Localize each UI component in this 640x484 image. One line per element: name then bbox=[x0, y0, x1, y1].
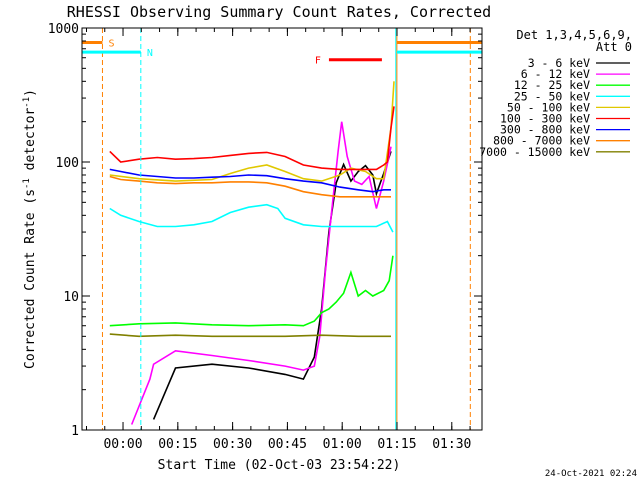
series-line-3 bbox=[109, 203, 394, 233]
series-line-1 bbox=[130, 121, 392, 425]
legend-label-5: 100 - 300 keV bbox=[500, 112, 590, 126]
series-line-4 bbox=[109, 81, 395, 182]
y-axis-label-end: ) bbox=[23, 89, 38, 97]
series-line-2 bbox=[109, 255, 394, 327]
chart-title: RHESSI Observing Summary Count Rates, Co… bbox=[67, 3, 491, 21]
legend-header-attenuator: Att 0 bbox=[596, 40, 632, 54]
legend-label-1: 6 - 12 keV bbox=[521, 67, 590, 81]
x-tick-label-1: 00:15 bbox=[158, 437, 197, 452]
series-line-6 bbox=[109, 168, 391, 193]
flag-label-s: S bbox=[108, 38, 114, 49]
y-axis-label-sup1: -1 bbox=[22, 178, 32, 189]
x-tick-label-4: 01:00 bbox=[323, 437, 362, 452]
y-tick-label-2: 100 bbox=[56, 156, 79, 171]
series-layer bbox=[109, 81, 395, 425]
legend-label-6: 300 - 800 keV bbox=[500, 123, 590, 137]
annotation-layer: S N F bbox=[82, 28, 482, 430]
x-axis-label: Start Time (02-Oct-03 23:54:22) bbox=[158, 458, 401, 473]
plot-frame bbox=[81, 27, 483, 431]
x-tick-label-0: 00:00 bbox=[103, 437, 142, 452]
x-axis-ticks: 00:00 00:15 00:30 00:45 01:00 01:15 01:30 bbox=[85, 28, 471, 452]
legend-label-8: 7000 - 15000 keV bbox=[479, 145, 590, 159]
series-line-8 bbox=[109, 333, 391, 338]
legend-label-7: 800 - 7000 keV bbox=[493, 134, 590, 148]
y-tick-label-0: 1 bbox=[71, 424, 79, 439]
legend-header-detectors: Det 1,3,4,5,6,9, bbox=[516, 28, 632, 42]
footer-timestamp: 24-Oct-2021 02:24 bbox=[545, 469, 637, 479]
y-axis-label-mid: detector bbox=[23, 108, 38, 179]
legend-label-3: 25 - 50 keV bbox=[514, 89, 590, 103]
flag-label-f: F bbox=[315, 56, 321, 67]
y-axis-ticks: 1 10 100 1000 bbox=[48, 22, 482, 439]
x-tick-label-6: 01:30 bbox=[432, 437, 471, 452]
series-line-7 bbox=[109, 175, 391, 198]
y-axis-label-main: Corrected Count Rate (s bbox=[23, 189, 38, 369]
legend-label-0: 3 - 6 keV bbox=[528, 56, 590, 70]
legend-label-4: 50 - 100 keV bbox=[507, 100, 590, 114]
legend-label-2: 12 - 25 keV bbox=[514, 78, 590, 92]
y-tick-label-1: 10 bbox=[63, 290, 79, 305]
y-axis-label: Corrected Count Rate (s-1 detector-1) bbox=[22, 89, 38, 369]
y-tick-label-3: 1000 bbox=[48, 22, 79, 37]
series-line-5 bbox=[109, 106, 395, 171]
y-axis-label-sup2: -1 bbox=[22, 97, 32, 108]
x-tick-label-5: 01:15 bbox=[377, 437, 416, 452]
x-tick-label-2: 00:30 bbox=[213, 437, 252, 452]
flag-label-n: N bbox=[147, 48, 153, 59]
x-tick-label-3: 00:45 bbox=[268, 437, 307, 452]
